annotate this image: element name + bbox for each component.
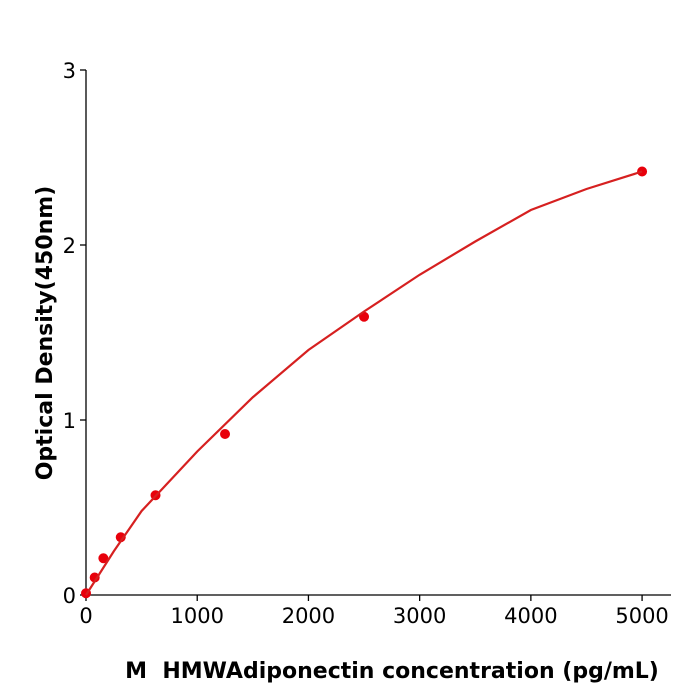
y-axis-label: Optical Density(450nm) [33, 186, 58, 481]
x-tick-label: 4000 [504, 604, 557, 628]
data-point [98, 553, 109, 564]
x-tick-label: 2000 [282, 604, 335, 628]
data-point [115, 532, 126, 543]
fit-curve [85, 170, 643, 596]
y-tick-label: 2 [63, 234, 76, 258]
x-tick-label: 1000 [170, 604, 223, 628]
x-tick-label: 3000 [393, 604, 446, 628]
x-axis-label: M HMWAdiponectin concentration (pg/mL) [125, 659, 659, 684]
y-tick-label: 1 [63, 409, 76, 433]
x-tick-label: 0 [79, 604, 92, 628]
data-point [220, 429, 231, 439]
y-tick-label: 3 [63, 59, 76, 83]
y-tick-label: 0 [63, 584, 76, 608]
x-tick-label: 5000 [615, 604, 668, 628]
data-point [89, 572, 100, 583]
